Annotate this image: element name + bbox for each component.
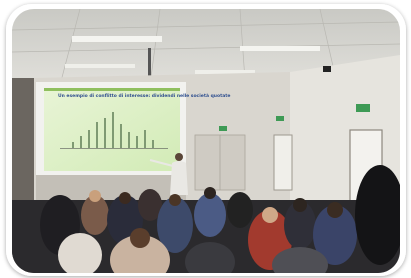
camera [323,66,331,72]
slide-band [44,88,180,91]
slide-title: Un esempio di conflitto di interesse: di… [58,92,230,99]
ceiling-light [65,64,135,68]
exit-sign [276,116,284,121]
photo-frame: Un esempio di conflitto di interesse: di… [0,0,411,278]
page: Un esempio di conflitto di interesse: di… [0,0,411,278]
ceiling-light [240,46,320,51]
presenter-head [175,153,183,161]
exit-sign [219,126,227,131]
exit-sign [356,104,370,112]
photo: Un esempio di conflitto di interesse: di… [12,9,405,278]
projector-pole [148,48,151,78]
door [274,135,292,190]
ceiling-light [72,36,162,42]
